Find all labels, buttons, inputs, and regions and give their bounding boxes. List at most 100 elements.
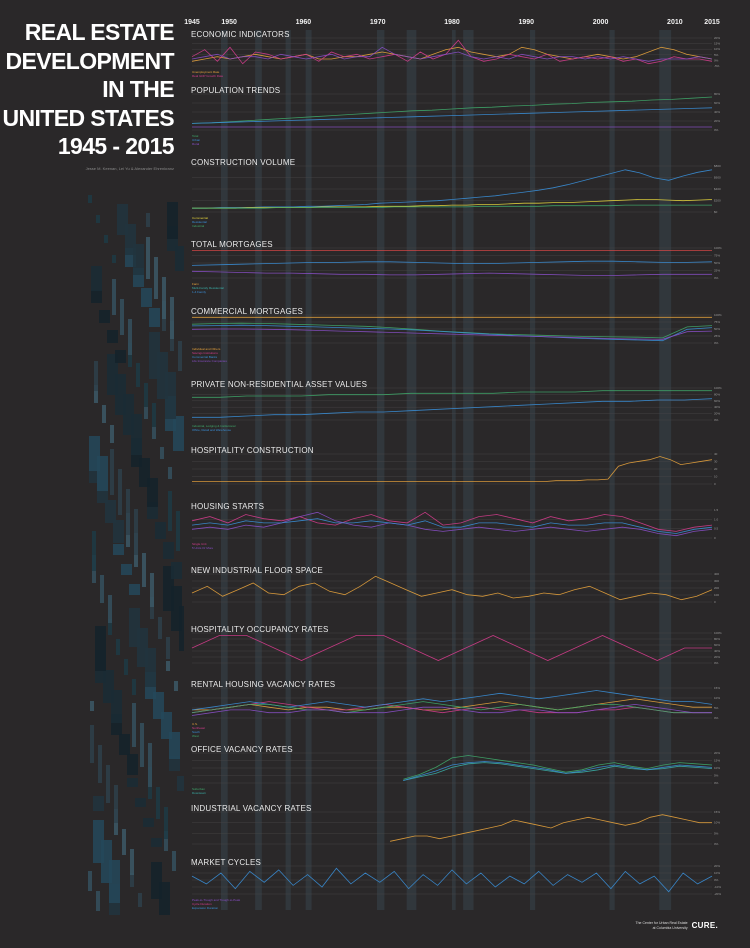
axis-tick-label: 15% [714,759,720,763]
skyline-building [106,765,110,803]
footer-org-line1: The Center for Urban Real Estate [635,921,688,925]
axis-tick-label: 15% [714,42,720,46]
series-line [191,511,713,537]
axis-tick-label: 40% [714,649,720,653]
axis-tick-label: 10% [714,766,720,770]
legend-item: Rural [192,142,200,146]
series-line [192,390,712,398]
skyline-building [149,332,160,379]
series-line [192,169,713,209]
skyline-building [148,743,152,787]
skyline-building [152,427,156,439]
skyline-building [130,849,134,875]
axis-tick-label: 10 [714,475,718,479]
skyline-building [96,215,100,223]
axis-tick-label: 0% [714,276,719,280]
axis-tick-label: 400 [714,572,719,576]
legend-item: Commercial [192,216,209,220]
legend-item: Multi-Family Residential [192,286,224,290]
skyline-building [166,637,170,659]
legend-item: Industrial, Lodging & Institutional [192,424,236,428]
skyline-building [167,202,178,239]
series-line [192,398,713,418]
skyline-building [144,407,148,419]
axis-tick-label: 30 [714,460,718,464]
skyline-building [176,511,180,551]
recession-band [530,30,536,910]
footer: The Center for Urban Real Estate at Colu… [635,921,718,930]
skyline-building [147,502,158,519]
skyline-building [139,458,150,487]
skyline-building [102,405,106,423]
series-line [191,511,713,532]
skyline-building [118,469,122,515]
skyline-building [136,363,140,387]
series-line [191,328,713,340]
skyline-building [169,732,180,759]
title-line-1: REAL ESTATE [24,19,175,45]
panel-title: CONSTRUCTION VOLUME [191,158,296,167]
skyline-building [90,701,94,711]
panel-title: OFFICE VACANCY RATES [191,745,293,754]
axis-tick-label: 0% [714,418,719,422]
skyline-building [110,449,114,495]
axis-tick-label: $200 [714,199,721,203]
skyline-building [99,310,110,323]
legend-item: Downtown [192,791,207,795]
skyline-building [168,491,172,531]
skyline-building [91,266,102,291]
skyline-building [137,628,148,667]
legend-item: Unemployment Rate [192,70,220,74]
axis-tick-label: 50% [714,261,720,265]
skyline-building [125,248,136,267]
authors-credit: Jesse M. Keenan, Lei Yu & Alexander Ehre… [85,166,174,171]
legend-item: Urban [192,138,201,142]
legend-item: Life Insurance Companies [192,359,227,363]
skyline-building [172,851,176,871]
skyline-building [119,734,130,755]
legend-item: Office, Retail and Warehouse [192,428,232,432]
axis-tick-label: 0% [714,661,719,665]
skyline-building [132,679,136,695]
skyline-building [90,725,94,763]
skyline-building [168,467,172,479]
legend-item: Peak-to-Trough and Trough-to-Peak [192,898,241,902]
series-line [191,867,713,893]
skyline-building [161,712,172,739]
legend-item: 5 Units Or More [192,546,214,550]
series-line [191,635,712,661]
skyline-building [128,319,132,355]
axis-tick-label: 75% [714,320,720,324]
legend-item: South [192,730,200,734]
year-tick-label: 1970 [369,19,386,26]
skyline-building [108,619,112,635]
series-line [191,518,713,534]
axis-tick-label: 5% [714,706,719,710]
skyline-building [141,288,152,307]
axis-tick-label: 20% [714,864,720,868]
skyline-building [133,268,144,287]
skyline-building [151,838,162,847]
skyline-building [112,279,116,315]
axis-tick-label: 0% [714,781,719,785]
series-line [403,755,713,780]
skyline-building [107,354,118,395]
panel-title: COMMERCIAL MORTGAGES [191,307,304,316]
axis-tick-label: 20% [714,36,720,40]
skyline-building [113,520,124,543]
series-line [191,701,712,714]
skyline-building [131,414,142,455]
axis-tick-label: 100% [714,631,722,635]
legend-item: U.S. [192,722,198,726]
series-line [191,324,713,342]
panel-title: MARKET CYCLES [191,858,262,867]
skyline-building [96,891,100,911]
title-line-3: IN THE [102,76,174,102]
panel-title: TOTAL MORTGAGES [191,240,273,249]
skyline-building [107,330,118,343]
axis-tick-label: 100 [714,593,719,597]
legend-item: Industrial [192,224,205,228]
skyline-building [114,785,118,823]
skyline-building [89,460,100,483]
skyline-building [152,403,156,427]
